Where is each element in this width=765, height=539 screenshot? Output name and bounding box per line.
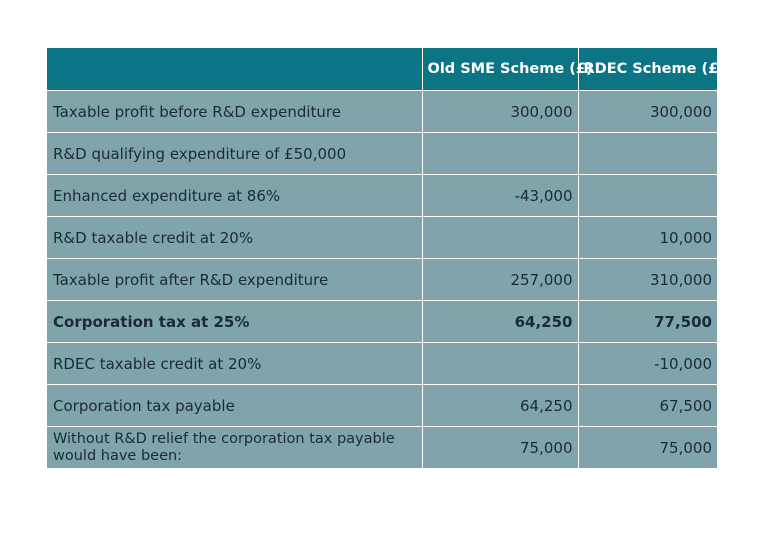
- old-sme-value: 64,250: [421, 300, 579, 343]
- table-row: Taxable profit before R&D expenditure 30…: [47, 90, 717, 133]
- table-row: RDEC taxable credit at 20% -10,000: [47, 342, 717, 385]
- old-sme-value: [421, 132, 579, 175]
- table-row: Enhanced expenditure at 86% -43,000: [47, 174, 717, 217]
- header-label-column: [47, 48, 423, 91]
- header-rdec-scheme: RDEC Scheme (£): [577, 48, 725, 91]
- row-label: RDEC taxable credit at 20%: [47, 342, 423, 385]
- table-header-row: Old SME Scheme (£) RDEC Scheme (£): [47, 48, 725, 91]
- table-row: R&D taxable credit at 20% 10,000: [47, 216, 717, 259]
- table-row: R&D qualifying expenditure of £50,000: [47, 132, 717, 175]
- table-row-corporation-tax: Corporation tax at 25% 64,250 77,500: [47, 300, 717, 343]
- old-sme-value: 75,000: [421, 426, 579, 468]
- old-sme-value: [421, 216, 579, 259]
- rdec-value: -10,000: [577, 342, 717, 385]
- row-label: R&D taxable credit at 20%: [47, 216, 423, 259]
- row-label: Without R&D relief the corporation tax p…: [47, 426, 423, 468]
- rdec-value: 77,500: [577, 300, 717, 343]
- rd-relief-comparison-table: Old SME Scheme (£) RDEC Scheme (£) Taxab…: [47, 48, 725, 468]
- rdec-value: [577, 132, 717, 175]
- old-sme-value: 300,000: [421, 90, 579, 133]
- row-label: Taxable profit after R&D expenditure: [47, 258, 423, 301]
- rdec-value: 300,000: [577, 90, 717, 133]
- table-row: Corporation tax payable 64,250 67,500: [47, 384, 717, 427]
- rdec-value: 10,000: [577, 216, 717, 259]
- rdec-value: 67,500: [577, 384, 717, 427]
- old-sme-value: -43,000: [421, 174, 579, 217]
- row-label: Enhanced expenditure at 86%: [47, 174, 423, 217]
- row-label: Corporation tax at 25%: [47, 300, 423, 343]
- row-label: Taxable profit before R&D expenditure: [47, 90, 423, 133]
- rd-relief-comparison-table-wrapper: Old SME Scheme (£) RDEC Scheme (£) Taxab…: [47, 48, 725, 468]
- old-sme-value: [421, 342, 579, 385]
- header-old-sme-scheme: Old SME Scheme (£): [421, 48, 593, 91]
- table-row: Without R&D relief the corporation tax p…: [47, 426, 717, 468]
- rdec-value: 75,000: [577, 426, 717, 468]
- rdec-value: [577, 174, 717, 217]
- row-label: R&D qualifying expenditure of £50,000: [47, 132, 423, 175]
- old-sme-value: 64,250: [421, 384, 579, 427]
- rdec-value: 310,000: [577, 258, 717, 301]
- table-row: Taxable profit after R&D expenditure 257…: [47, 258, 717, 301]
- old-sme-value: 257,000: [421, 258, 579, 301]
- row-label: Corporation tax payable: [47, 384, 423, 427]
